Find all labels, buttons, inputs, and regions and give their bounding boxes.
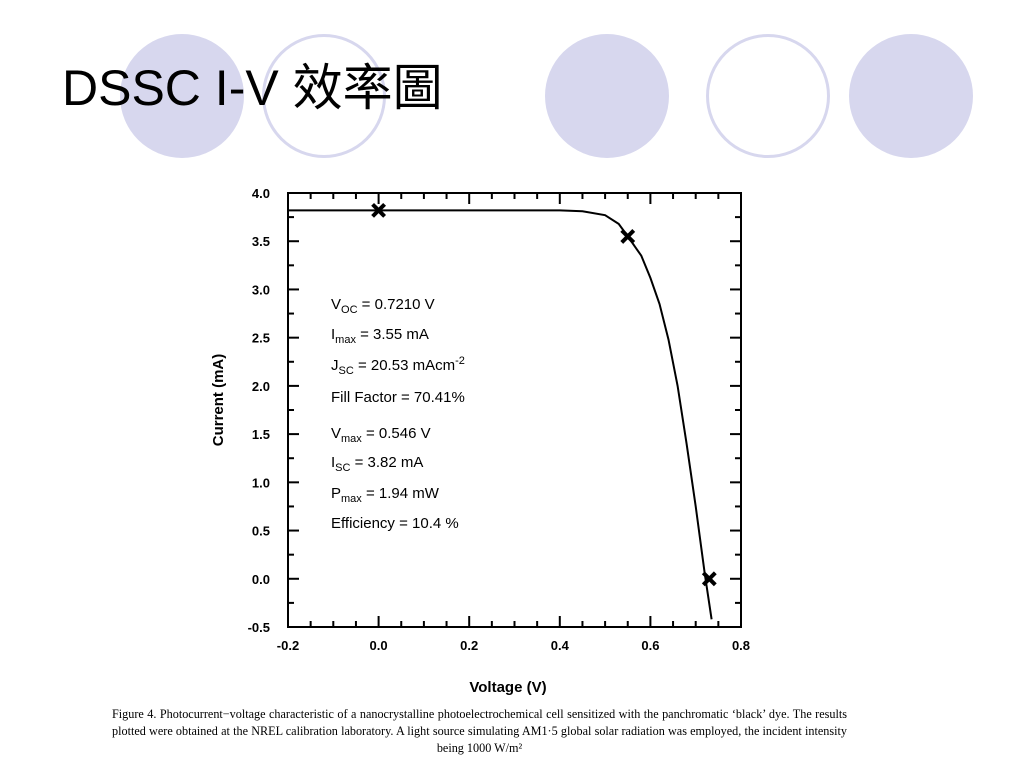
slide-title: DSSC I-V 效率圖 [62,60,443,116]
x-axis-title: Voltage (V) [469,679,546,696]
x-tick-label: 0.0 [370,638,388,653]
decor-circle-3 [545,34,669,158]
y-tick-label: 3.5 [252,234,270,249]
y-tick-label: 2.5 [252,331,270,346]
axis-ticks [287,192,742,628]
parameter-annotations: VOC = 0.7210 V Imax = 3.55 mA JSC = 20.53 … [331,296,465,532]
y-tick-label: -0.5 [248,620,270,635]
x-tick-label: 0.6 [641,638,659,653]
y-tick-label: 2.0 [252,379,270,394]
annotation-line: Vmax = 0.546 V [331,425,431,445]
decor-ring-2 [262,34,386,158]
annotation-line: Imax = 3.55 mA [331,326,429,346]
plot-frame [287,192,742,628]
x-tick-label: 0.4 [551,638,570,653]
x-tick-labels: -0.2 0.0 0.2 0.4 0.6 0.8 [277,638,750,653]
y-axis-title: Current (mA) [210,354,227,447]
y-tick-label: 3.0 [252,282,270,297]
x-tick-label: 0.8 [732,638,750,653]
annotation-line: Efficiency = 10.4 % [331,515,459,532]
annotation-line: JSC = 20.53 mAcm-2 [331,355,465,377]
decor-circle-1 [120,34,244,158]
annotation-line: VOC = 0.7210 V [331,296,435,316]
x-tick-label: -0.2 [277,638,299,653]
annotation-line: ISC = 3.82 mA [331,454,423,474]
x-tick-label: 0.2 [460,638,478,653]
annotation-line: Fill Factor = 70.41% [331,389,465,406]
decor-circle-5 [849,34,973,158]
y-tick-label: 0.0 [252,572,270,587]
y-tick-label: 0.5 [252,524,270,539]
curve-markers [371,202,717,587]
curve-marker [371,202,387,218]
iv-curve [288,209,713,620]
y-tick-label: 1.5 [252,427,270,442]
curve-marker [701,571,717,587]
decor-ring-4 [706,34,830,158]
y-tick-label: 4.0 [252,186,270,201]
annotation-line: Pmax = 1.94 mW [331,485,440,505]
y-tick-labels: -0.5 0.0 0.5 1.0 1.5 2.0 2.5 3.0 3.5 4.0 [248,186,270,635]
curve-marker [620,228,636,244]
y-tick-label: 1.0 [252,475,270,490]
figure-caption: Figure 4. Photocurrent−voltage character… [112,707,847,755]
